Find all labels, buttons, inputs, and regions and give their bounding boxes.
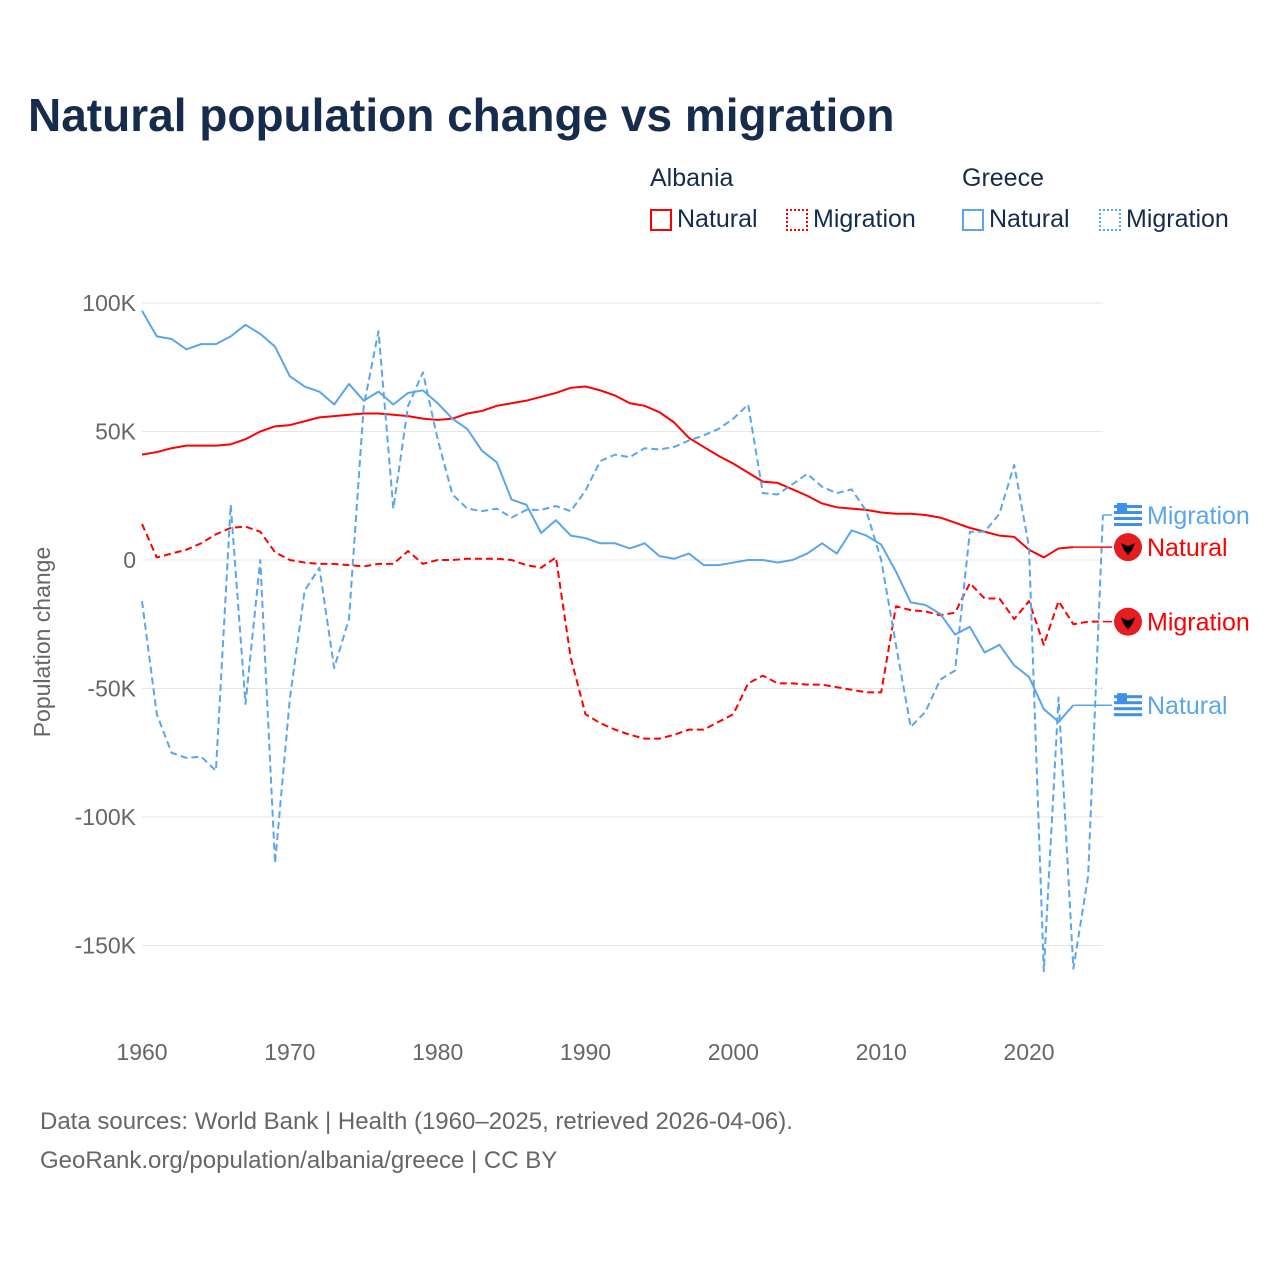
x-tick-label: 1960 bbox=[116, 1039, 167, 1065]
y-axis-label: Population change bbox=[29, 547, 55, 738]
end-label-albania-migration: Migration bbox=[1147, 609, 1250, 637]
y-tick-label: -50K bbox=[87, 676, 136, 702]
flag-canton bbox=[1117, 503, 1127, 514]
flag-stripe bbox=[1114, 511, 1142, 515]
eagle-icon bbox=[1121, 617, 1135, 630]
end-label-greece-migration: Migration bbox=[1147, 502, 1250, 530]
x-tick-label: 1970 bbox=[264, 1039, 315, 1065]
legend-swatch-dotted bbox=[1099, 208, 1121, 231]
eagle-icon bbox=[1121, 543, 1135, 556]
series-line-albania-migration bbox=[141, 523, 1103, 740]
legend-label: Natural bbox=[677, 205, 758, 233]
series-line-greece-natural bbox=[141, 310, 1075, 723]
legend-albania-natural[interactable]: Natural bbox=[650, 205, 758, 234]
x-tick-label: 2020 bbox=[1003, 1039, 1054, 1065]
end-label-albania-natural: Natural bbox=[1147, 534, 1228, 562]
flag-stripe bbox=[1114, 701, 1142, 705]
legend-albania-migration[interactable]: Migration bbox=[786, 205, 916, 234]
flag-stripe bbox=[1114, 523, 1142, 527]
flag-stripe bbox=[1114, 713, 1142, 717]
series-line-albania-natural bbox=[141, 385, 1074, 559]
y-tick-label: 0 bbox=[123, 547, 136, 573]
legend-label: Natural bbox=[989, 205, 1070, 233]
footer-attribution[interactable]: GeoRank.org/population/albania/greece | … bbox=[40, 1147, 558, 1174]
y-tick-label: -150K bbox=[75, 933, 137, 959]
x-tick-label: 1990 bbox=[560, 1039, 611, 1065]
chart-title: Natural population change vs migration bbox=[28, 89, 895, 141]
y-tick-label: 100K bbox=[82, 290, 136, 316]
flag-stripe bbox=[1114, 695, 1142, 699]
x-tick-label: 2000 bbox=[708, 1039, 759, 1065]
legend-swatch-solid bbox=[650, 208, 672, 231]
legend-label: Migration bbox=[813, 205, 916, 233]
series-line-greece-migration bbox=[141, 330, 1104, 973]
legend-swatch-dotted bbox=[786, 208, 808, 231]
legend-group-albania: Albania bbox=[650, 164, 734, 192]
y-tick-label: 50K bbox=[95, 419, 137, 445]
end-label-greece-natural: Natural bbox=[1147, 692, 1228, 720]
flag-canton bbox=[1117, 693, 1127, 704]
flag-stripe bbox=[1114, 505, 1142, 509]
legend-greece-natural[interactable]: Natural bbox=[962, 205, 1070, 234]
legend-group-greece: Greece bbox=[962, 164, 1044, 192]
x-tick-label: 2010 bbox=[856, 1039, 907, 1065]
footer-sources: Data sources: World Bank | Health (1960–… bbox=[40, 1108, 793, 1135]
legend-label: Migration bbox=[1126, 205, 1229, 233]
legend-greece-migration[interactable]: Migration bbox=[1099, 205, 1229, 234]
legend-swatch-solid bbox=[962, 208, 984, 231]
x-tick-label: 1980 bbox=[412, 1039, 463, 1065]
y-tick-label: -100K bbox=[75, 804, 137, 830]
flag-stripe bbox=[1114, 517, 1142, 521]
flag-stripe bbox=[1114, 707, 1142, 711]
